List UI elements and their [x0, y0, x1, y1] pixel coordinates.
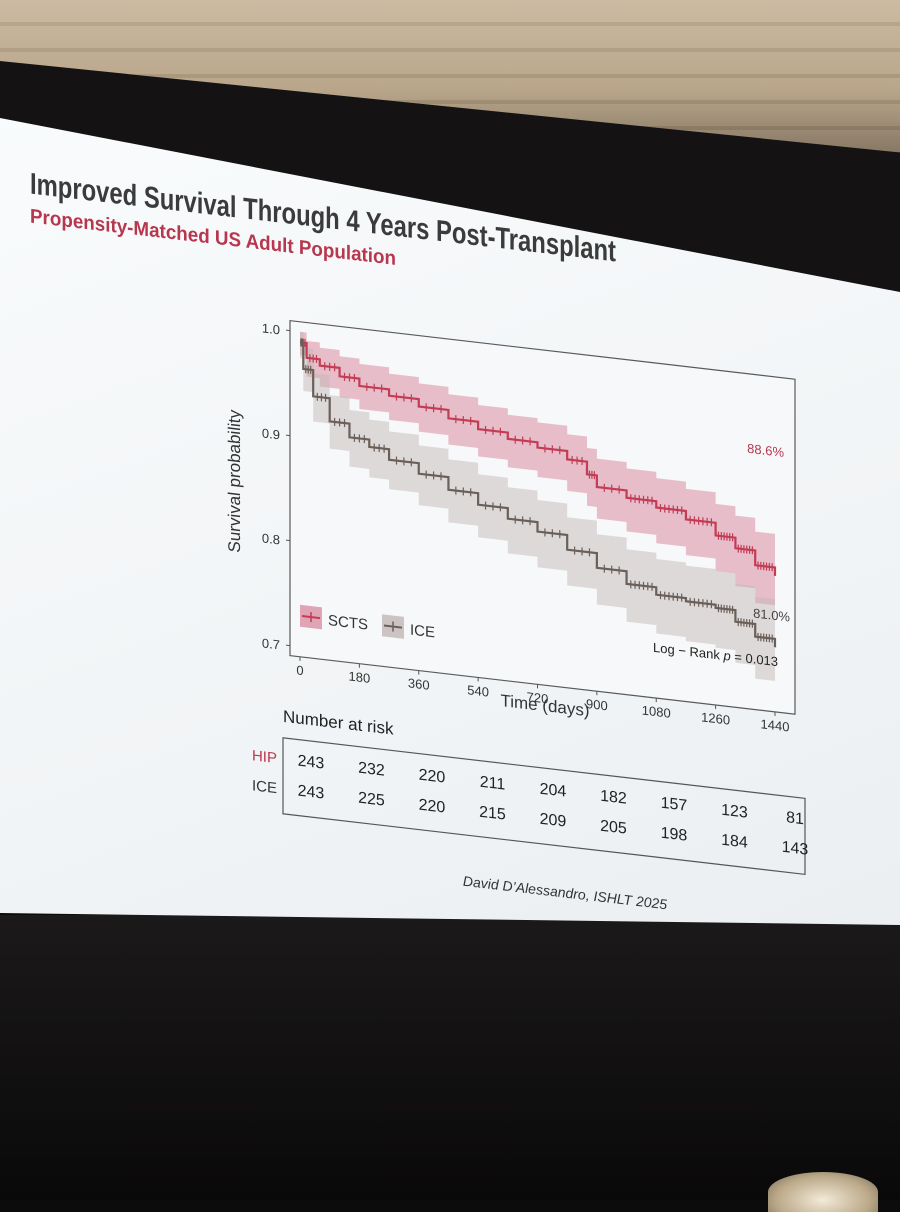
risk-table-rows: HIP 243 232 220 211 204 182 157 123 81 ICE 243 225 22… [252, 746, 808, 858]
slide-credit: David D’Alessandro, ISHLT 2025 [463, 873, 667, 913]
y-tick-label: 0.7 [262, 635, 280, 652]
risk-cell: 209 [540, 810, 567, 831]
x-tick-label: 540 [467, 682, 489, 699]
risk-cell: 225 [358, 789, 385, 810]
risk-cell: 198 [661, 824, 688, 845]
risk-cell: 182 [600, 787, 627, 808]
x-tick-label: 360 [408, 675, 430, 692]
y-tick-label: 0.8 [262, 530, 280, 547]
x-tick-label: 180 [349, 668, 371, 685]
risk-cell: 232 [358, 759, 385, 780]
y-tick-label: 1.0 [262, 320, 280, 337]
room-floor [0, 915, 900, 1200]
risk-row-label: HIP [252, 747, 277, 767]
y-axis-label: Survival probability [225, 408, 244, 553]
x-tick-label: 1260 [701, 709, 730, 727]
risk-table: Number at risk HIP 243 232 220 211 204 182 157 1… [252, 703, 808, 874]
risk-cell: 205 [600, 817, 627, 838]
legend-label-ice: ICE [410, 622, 435, 642]
risk-row-label: ICE [252, 777, 277, 797]
risk-cell: 220 [419, 766, 446, 787]
risk-cell: 143 [782, 838, 809, 859]
risk-cell: 81 [786, 808, 804, 828]
stage-lamp [768, 1172, 878, 1212]
x-tick-label: 1440 [761, 716, 790, 734]
risk-cell: 157 [661, 794, 688, 815]
y-axis-ticks: 0.7 0.8 0.9 1.0 [262, 320, 290, 653]
x-tick-label: 0 [296, 662, 303, 678]
x-axis-label: Time (days) [500, 691, 589, 720]
risk-cell: 215 [479, 803, 506, 824]
risk-cell: 123 [721, 801, 748, 822]
y-tick-label: 0.9 [262, 425, 280, 442]
risk-cell: 204 [540, 780, 567, 801]
risk-cell: 220 [419, 796, 446, 817]
risk-cell: 184 [721, 831, 748, 852]
x-tick-label: 1080 [642, 702, 671, 720]
risk-cell: 211 [480, 773, 506, 794]
risk-table-title: Number at risk [283, 707, 394, 739]
risk-cell: 243 [298, 752, 325, 773]
risk-cell: 243 [298, 782, 325, 803]
